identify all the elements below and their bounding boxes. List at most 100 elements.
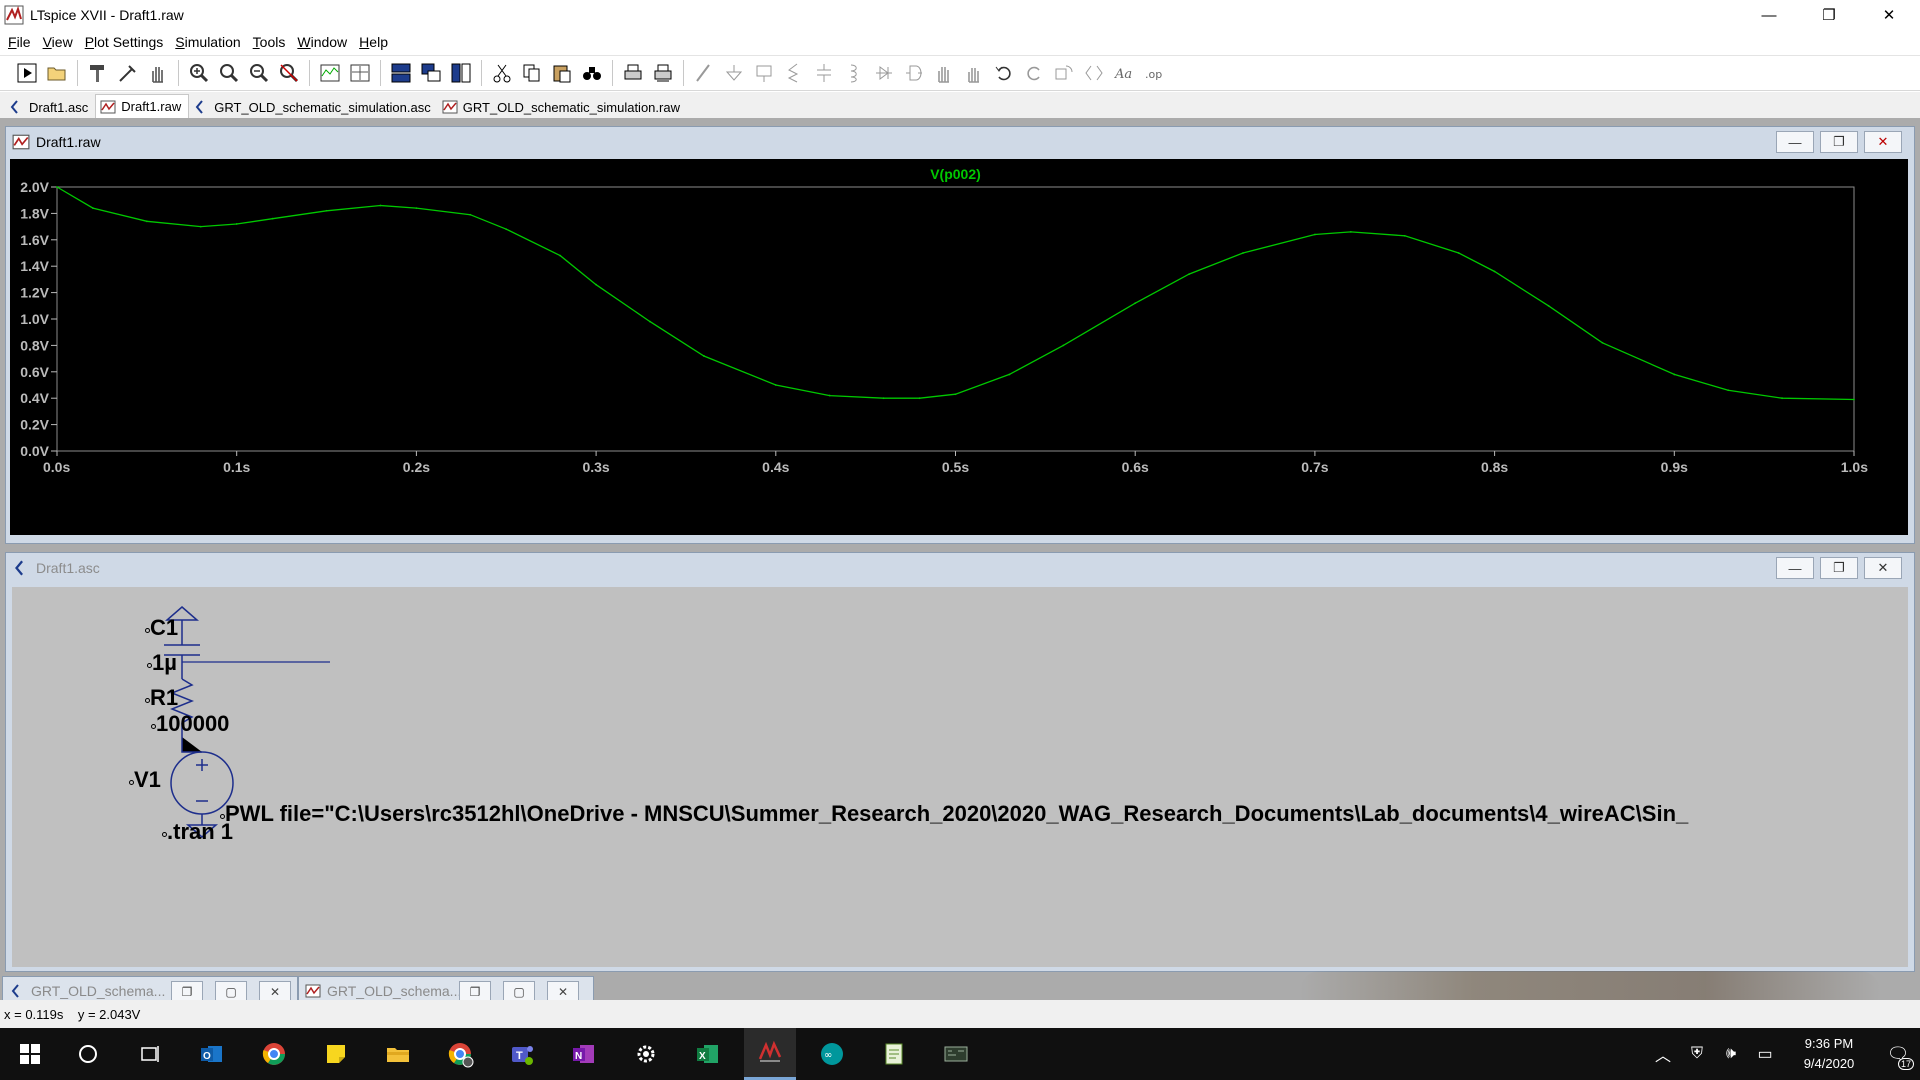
minimize-button[interactable]: —: [1761, 6, 1777, 24]
clock[interactable]: 9:36 PM 9/4/2020: [1782, 1034, 1876, 1074]
waveform-edit-icon[interactable]: [348, 61, 372, 85]
tab-grt-old-asc[interactable]: GRT_OLD_schematic_simulation.asc: [189, 96, 438, 118]
onenote-icon[interactable]: N: [558, 1028, 610, 1080]
move-hand-icon[interactable]: [932, 61, 956, 85]
x-tick-label: 0.4s: [762, 459, 789, 475]
r1-value-label[interactable]: 100000: [150, 711, 230, 736]
rotate-icon[interactable]: [1052, 61, 1076, 85]
print-icon[interactable]: [621, 61, 645, 85]
arduino-icon[interactable]: ∞: [806, 1028, 858, 1080]
schematic-minimize-button[interactable]: —: [1776, 557, 1814, 579]
search-circle-icon[interactable]: [62, 1028, 114, 1080]
c1-value-label[interactable]: 1µ: [147, 650, 177, 675]
schematic-drawing: [164, 606, 330, 838]
schematic-icon: [195, 100, 203, 114]
v1-value-label[interactable]: PWL file="C:\Users\rc3512hl\OneDrive - M…: [219, 801, 1689, 826]
maximize-button[interactable]: ▢: [503, 981, 535, 1003]
menu-plot-settings[interactable]: Plot Settings: [84, 34, 164, 50]
schematic-close-button[interactable]: ✕: [1864, 557, 1902, 579]
wire-icon[interactable]: [692, 61, 716, 85]
text-icon[interactable]: Aa: [1112, 61, 1136, 85]
schematic-canvas[interactable]: C1 1µ R1 100000 V1 PWL file="C:\Users\rc…: [12, 587, 1908, 967]
ground-icon[interactable]: [722, 61, 746, 85]
component-icon[interactable]: [902, 61, 926, 85]
y-tick-label: 0.6V: [20, 364, 49, 380]
volume-icon[interactable]: 🕪: [1725, 1045, 1737, 1062]
run-icon[interactable]: [15, 61, 39, 85]
chevron-up-icon[interactable]: ︿: [1654, 1048, 1671, 1065]
notepad-icon[interactable]: [868, 1028, 920, 1080]
cut-icon[interactable]: [490, 61, 514, 85]
x-tick-label: 0.3s: [582, 459, 609, 475]
terminal-icon[interactable]: [930, 1028, 982, 1080]
redo-icon[interactable]: [1022, 61, 1046, 85]
paste-icon[interactable]: [550, 61, 574, 85]
diode-icon[interactable]: [872, 61, 896, 85]
battery-icon[interactable]: ▭: [1757, 1046, 1773, 1063]
drag-hand-icon[interactable]: [962, 61, 986, 85]
notification-center-icon[interactable]: 🗨 17: [1876, 1028, 1920, 1080]
inductor-icon[interactable]: [842, 61, 866, 85]
task-view-icon[interactable]: [124, 1028, 176, 1080]
zoom-out-icon[interactable]: [247, 61, 271, 85]
tile-horizontal-icon[interactable]: [389, 61, 413, 85]
tran-directive-label[interactable]: .tran 1: [161, 819, 234, 844]
capacitor-icon[interactable]: [812, 61, 836, 85]
r1-name-label[interactable]: R1: [144, 685, 179, 710]
print-preview-icon[interactable]: [651, 61, 675, 85]
teams-icon[interactable]: T: [496, 1028, 548, 1080]
undo-icon[interactable]: [992, 61, 1016, 85]
chrome-profile-icon[interactable]: [434, 1028, 486, 1080]
menu-window[interactable]: Window: [297, 34, 348, 50]
tile-vertical-icon[interactable]: [449, 61, 473, 85]
windows-start-icon[interactable]: [4, 1028, 56, 1080]
autorange-icon[interactable]: [318, 61, 342, 85]
maximize-button[interactable]: ❐: [1822, 7, 1836, 24]
settings-icon[interactable]: [620, 1028, 672, 1080]
waveform-close-button[interactable]: ✕: [1864, 131, 1902, 153]
data-point: [1188, 273, 1191, 276]
hammer-icon[interactable]: [86, 61, 110, 85]
excel-icon[interactable]: X: [682, 1028, 734, 1080]
schematic-restore-button[interactable]: ❐: [1820, 557, 1858, 579]
probe-icon[interactable]: [116, 61, 140, 85]
menu-tools[interactable]: Tools: [252, 34, 286, 50]
label-icon[interactable]: [752, 61, 776, 85]
menu-help[interactable]: Help: [359, 34, 388, 50]
sticky-notes-icon[interactable]: [310, 1028, 362, 1080]
waveform-minimize-button[interactable]: —: [1776, 131, 1814, 153]
menu-simulation[interactable]: Simulation: [175, 34, 241, 50]
spice-directive-icon[interactable]: .op: [1142, 61, 1166, 85]
file-explorer-icon[interactable]: [372, 1028, 424, 1080]
plot-pane[interactable]: 0.0V 0.2V 0.4V 0.6V 0.8V 1.0V 1.2V 1.4V 1.6V 1.8V…: [10, 159, 1908, 535]
chrome-icon[interactable]: [248, 1028, 300, 1080]
outlook-icon[interactable]: O: [186, 1028, 238, 1080]
data-point: [1008, 373, 1011, 376]
waveform-plot[interactable]: 0.0V 0.2V 0.4V 0.6V 0.8V 1.0V 1.2V 1.4V 1.6V 1.8V…: [10, 159, 1908, 535]
cascade-icon[interactable]: [419, 61, 443, 85]
data-point: [703, 355, 705, 357]
waveform-restore-button[interactable]: ❐: [1820, 131, 1858, 153]
find-icon[interactable]: [580, 61, 604, 85]
menu-view[interactable]: View: [42, 34, 73, 50]
pan-hand-icon[interactable]: [146, 61, 170, 85]
tab-draft1-asc[interactable]: Draft1.asc: [4, 96, 95, 118]
security-icon[interactable]: ⛨: [1690, 1045, 1703, 1062]
schematic-window-titlebar[interactable]: Draft1.asc: [6, 553, 1914, 583]
c1-name-label[interactable]: C1: [144, 615, 179, 640]
ltspice-icon[interactable]: [744, 1028, 796, 1080]
close-button[interactable]: ✕: [1882, 7, 1896, 24]
menu-file[interactable]: File: [8, 34, 31, 50]
zoom-cancel-icon[interactable]: [277, 61, 301, 85]
zoom-in-icon[interactable]: [187, 61, 211, 85]
waveform-window-titlebar[interactable]: Draft1.raw: [6, 127, 1914, 157]
y-tick-label: 0.8V: [20, 337, 49, 353]
v1-name-label[interactable]: V1: [129, 767, 161, 792]
copy-icon[interactable]: [520, 61, 544, 85]
zoom-area-icon[interactable]: [217, 61, 241, 85]
open-icon[interactable]: [45, 61, 69, 85]
tab-draft1-raw[interactable]: Draft1.raw: [95, 94, 190, 118]
tab-grt-old-raw[interactable]: GRT_OLD_schematic_simulation.raw: [438, 96, 687, 118]
mirror-icon[interactable]: [1082, 61, 1106, 85]
resistor-icon[interactable]: [782, 61, 806, 85]
